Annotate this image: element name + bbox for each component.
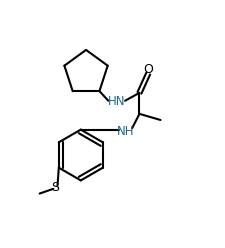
Text: HN: HN xyxy=(108,95,125,108)
Text: S: S xyxy=(51,181,59,194)
Text: NH: NH xyxy=(116,125,134,138)
Text: O: O xyxy=(143,63,153,76)
